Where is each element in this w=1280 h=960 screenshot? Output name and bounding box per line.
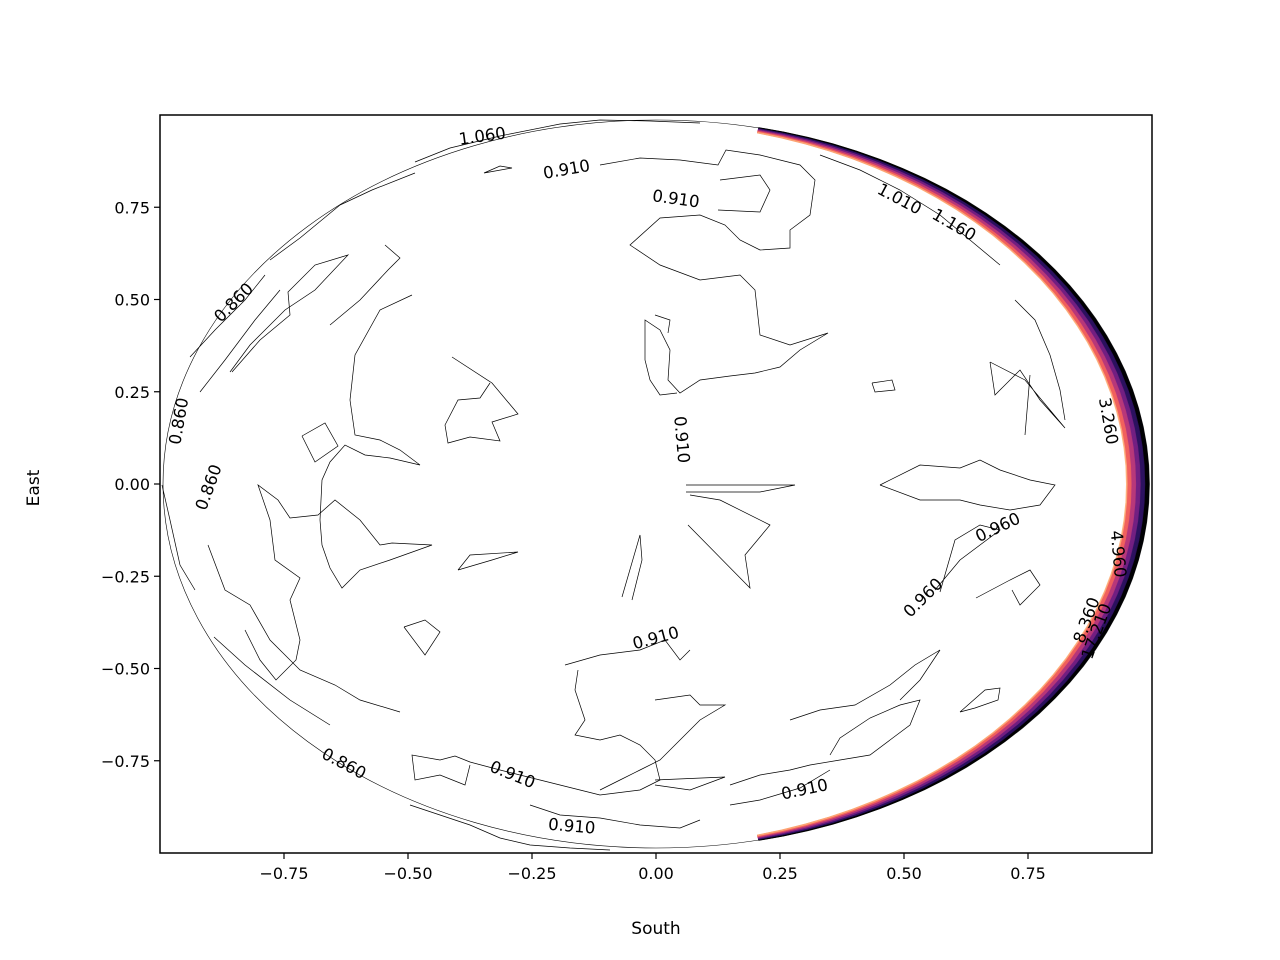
contour-label: 0.910 [547,815,596,838]
contour-line [483,165,513,174]
contour-line [934,524,1001,593]
contour-line [989,361,1066,429]
y-tick-label: 0.00 [114,475,150,494]
contour-line [189,274,266,358]
contour-line [301,422,339,463]
contour-line [207,544,401,713]
ellipse-boundary [162,119,1150,849]
contour-line [244,294,433,681]
contour-line [599,149,829,396]
contour-line [621,534,643,601]
contour-line [789,649,941,721]
y-tick-label: 0.50 [114,291,150,310]
y-tick-label: 0.75 [114,198,150,217]
contour-line [411,669,661,796]
contour-line [819,154,1001,266]
contour-label: 4.960 [1107,530,1130,579]
x-tick-label: −0.75 [259,864,308,883]
contour-line [329,244,401,326]
contour-line [879,459,1056,511]
contour-line [269,204,341,261]
x-tick-label: 0.00 [638,864,674,883]
contour-line [161,484,196,591]
contour-line [414,119,701,163]
ellipse-rim [162,119,1150,849]
contour-line [871,379,896,393]
contour-line [444,356,519,444]
x-axis: −0.75 −0.50 −0.25 0.00 0.25 0.50 0.75 [259,853,1046,883]
y-axis: 0.75 0.50 0.25 0.00 −0.25 −0.50 −0.75 [101,198,160,771]
high-value-edge-band [757,127,1150,841]
contour-line [729,769,831,806]
contour-level-line [757,131,1128,837]
y-tick-label: −0.50 [101,660,150,679]
contour-line [564,639,691,666]
contour-line [654,776,726,791]
contour-line [654,314,671,334]
contour-line [959,687,1001,713]
x-axis-label: South [631,919,680,939]
contour-line [213,636,331,726]
contour-line [339,172,416,206]
contour-line [409,804,611,851]
contour-lines [161,119,1066,851]
x-tick-label: 0.25 [762,864,798,883]
contour-line [1024,374,1031,436]
contour-line [687,494,771,590]
contour-line [529,804,701,829]
contour-line [975,569,1041,606]
contour-line [729,699,921,786]
contour-line [717,174,771,213]
contour-line [199,289,281,393]
contour-line [229,254,350,373]
contour-label: 0.910 [670,415,693,464]
x-tick-label: −0.25 [507,864,556,883]
y-tick-label: −0.25 [101,567,150,586]
contour-line [599,694,727,791]
x-tick-label: 0.75 [1010,864,1046,883]
y-tick-label: −0.75 [101,752,150,771]
contour-line [686,484,796,493]
y-tick-label: 0.25 [114,383,150,402]
x-tick-label: −0.50 [383,864,432,883]
x-tick-label: 0.50 [886,864,922,883]
contour-line [457,551,519,571]
y-axis-label: East [24,469,44,506]
contour-line [403,619,441,656]
contour-line [1014,299,1066,421]
